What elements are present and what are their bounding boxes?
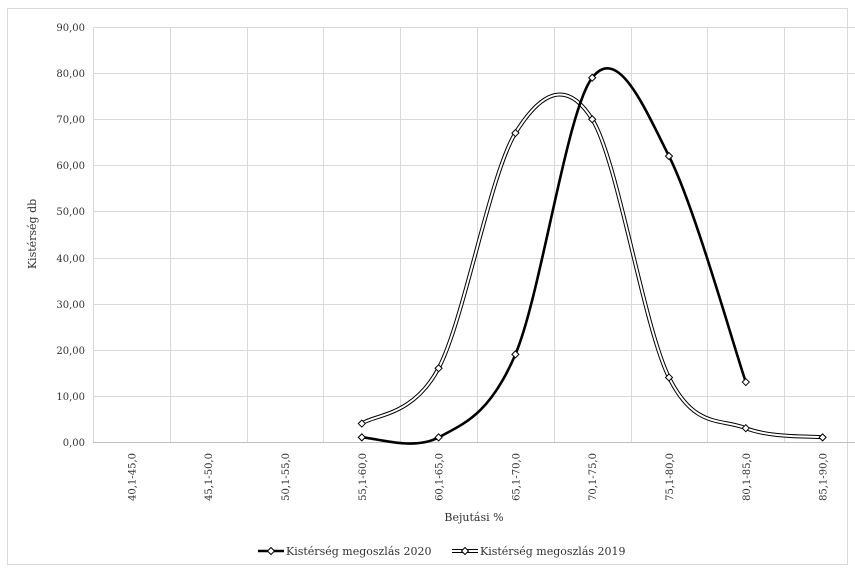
y-tick-label: 20,00 [56, 346, 85, 357]
data-point [741, 423, 751, 433]
legend-label: Kistérség megoszlás 2019 [480, 545, 626, 558]
x-tick-label: 65,1-70,0 [511, 453, 522, 501]
data-point [434, 364, 443, 373]
data-point [511, 350, 520, 359]
legend-item-2019: Kistérség megoszlás 2019 [452, 545, 626, 558]
data-point [434, 433, 443, 442]
data-point [587, 73, 597, 82]
data-point [587, 115, 597, 124]
y-axis: 0,00 10,00 20,00 30,00 40,00 50,00 60,00 70,00 8… [56, 23, 85, 449]
data-point [741, 377, 751, 387]
y-tick-label: 40,00 [56, 254, 85, 265]
legend: Kistérség megoszlás 2020 Kistérség megosz… [258, 545, 626, 558]
x-tick-label: 50,1-55,0 [281, 453, 292, 501]
x-tick-label: 60,1-65,0 [435, 453, 446, 501]
x-tick-label: 80,1-85,0 [742, 453, 753, 501]
series-2019 [357, 92, 827, 442]
data-point [511, 128, 520, 138]
x-tick-label: 75,1-80,0 [665, 453, 676, 501]
y-tick-label: 30,00 [56, 300, 85, 311]
grid [93, 27, 855, 443]
x-tick-label: 55,1-60,0 [358, 453, 369, 501]
y-tick-label: 0,00 [63, 438, 85, 449]
x-tick-label: 70,1-75,0 [588, 453, 599, 501]
x-axis: 40,1-45,0 45,1-50,0 50,1-55,0 55,1-60,0 60,1… [127, 453, 829, 501]
x-tick-label: 45,1-50,0 [204, 453, 215, 501]
data-point [266, 546, 276, 556]
data-point [460, 546, 470, 556]
data-point [664, 373, 674, 382]
y-axis-title: Kistérség db [26, 199, 39, 269]
data-point [664, 151, 674, 161]
x-tick-label: 85,1-90,0 [819, 453, 830, 501]
data-point [818, 433, 827, 442]
legend-label: Kistérség megoszlás 2020 [286, 545, 432, 558]
series-2020 [357, 67, 751, 445]
x-axis-title: Bejutási % [444, 511, 503, 524]
series-group [357, 67, 827, 445]
data-point [357, 433, 367, 442]
y-tick-label: 70,00 [56, 115, 85, 126]
legend-item-2020: Kistérség megoszlás 2020 [258, 545, 432, 558]
y-tick-label: 90,00 [56, 23, 85, 34]
x-tick-label: 40,1-45,0 [127, 453, 138, 501]
y-tick-label: 50,00 [56, 207, 85, 218]
data-point [357, 419, 367, 428]
y-tick-label: 10,00 [56, 392, 85, 403]
y-tick-label: 60,00 [56, 161, 85, 172]
y-tick-label: 80,00 [56, 69, 85, 80]
